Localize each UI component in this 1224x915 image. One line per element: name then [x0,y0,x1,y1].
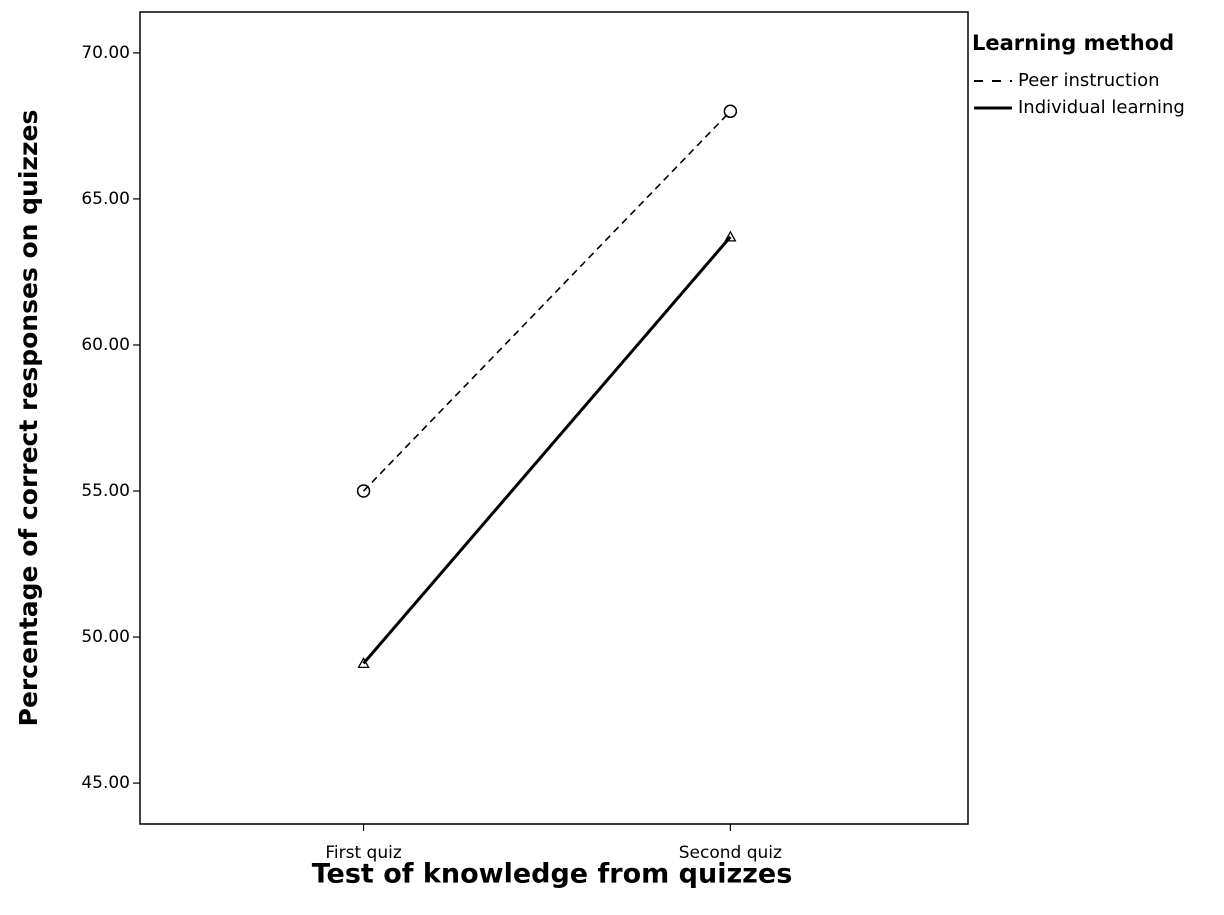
y-tick-label: 65.00 [81,189,130,209]
x-axis-label: Test of knowledge from quizzes [312,859,793,890]
point [357,657,370,669]
plot-frame [139,11,969,825]
legend-label: Peer instruction [1018,70,1160,91]
legend-label: Individual learning [1018,97,1185,118]
y-tick-label: 55.00 [81,481,130,501]
y-tick-label: 45.00 [81,773,130,793]
x-tick-label: Second quiz [679,843,782,863]
y-tick-label: 50.00 [81,627,130,647]
y-tick-label: 70.00 [81,43,130,63]
y-axis-label: Percentage of correct responses on quizz… [14,110,43,727]
series-line [362,110,731,492]
point [723,104,738,119]
point [724,230,737,242]
y-tick-label: 60.00 [81,335,130,355]
x-tick-label: First quiz [325,843,401,863]
legend-title: Learning method [972,31,1174,55]
point [356,484,371,498]
series-line [362,235,732,665]
